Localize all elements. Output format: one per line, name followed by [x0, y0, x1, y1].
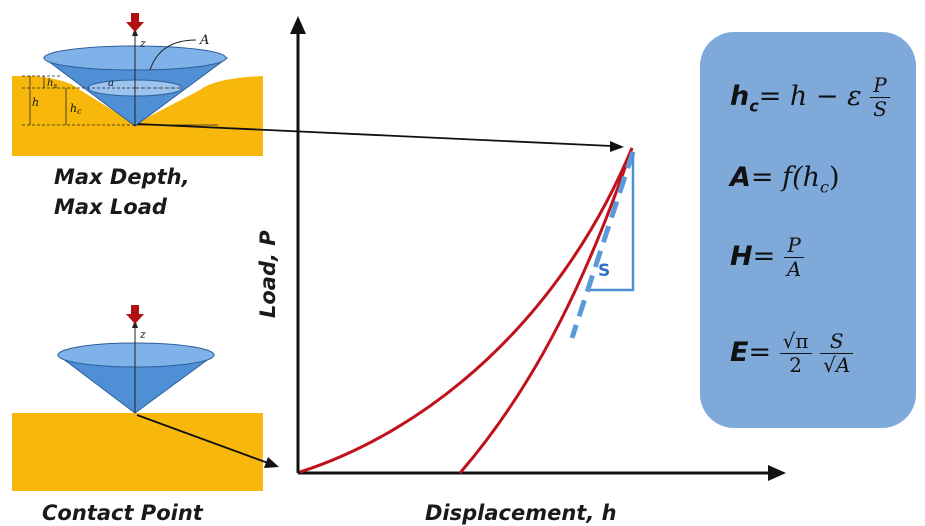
contact-pointer-head [264, 457, 279, 468]
hs-label: hs [47, 78, 57, 90]
load-arrow-bottom-shaft [131, 305, 139, 316]
sample-block-bottom [12, 413, 263, 491]
contact-point-label: Contact Point [42, 501, 204, 525]
stiffness-label: S [598, 261, 610, 281]
max-depth-label-line1: Max Depth, [54, 165, 190, 189]
unloading-curve [458, 147, 634, 474]
formula-modulus-lhs: E [730, 337, 749, 368]
indenter-bottom-ellipse [57, 342, 215, 368]
stiffness-triangle [590, 152, 635, 292]
hc-label: hc [70, 102, 82, 116]
max-depth-label-line2: Max Load [54, 195, 168, 219]
formula-panel [700, 32, 916, 428]
hc-label-main: h [70, 102, 77, 115]
formula-hc-lhs: h [730, 81, 750, 112]
y-axis-label: Load, P [256, 230, 280, 318]
load-displacement-curves: S [299, 147, 636, 474]
formula-area: A= f(hc) [730, 162, 840, 196]
contact-pointer [136, 414, 269, 464]
formula-hardness-den: A [786, 257, 802, 281]
formula-area-lhs: A [730, 162, 751, 193]
plot-axes [290, 16, 786, 481]
load-arrow-top-head [126, 22, 144, 32]
loading-curve [299, 147, 634, 474]
stiffness-tangent [569, 151, 636, 339]
formula-modulus-fraction2: S √A [820, 330, 854, 377]
formula-hardness-num: P [783, 234, 805, 258]
formula-modulus-num1: √π [779, 330, 812, 354]
z-label-top: z [139, 37, 146, 50]
hc-label-sub: c [77, 107, 82, 116]
z-label-bottom: z [139, 328, 146, 341]
formula-hc-rhs: = h − ε [758, 81, 862, 112]
formula-hc-lhs-sub: c [749, 96, 759, 116]
a-label: a [108, 78, 114, 89]
x-axis-arrowhead [768, 465, 786, 481]
formula-modulus-fraction1: √π 2 [779, 330, 812, 377]
h-label: h [32, 96, 39, 109]
formula-hc-den: S [873, 97, 887, 121]
max-depth-illustration: z A h hs hc a [12, 13, 263, 156]
area-pointer [149, 39, 197, 71]
contact-point-illustration: z [12, 305, 263, 491]
pointer-arrows [136, 123, 624, 468]
formula-modulus-den1: 2 [789, 353, 802, 377]
formula-hardness-lhs: H [730, 241, 753, 272]
area-label-top: A [199, 33, 209, 48]
load-arrow-bottom-head [126, 314, 144, 324]
formula-hc-num: P [870, 74, 890, 98]
formula-hardness-rhs: = [752, 241, 776, 272]
max-depth-pointer-head [610, 141, 624, 152]
y-axis-arrowhead [290, 16, 306, 34]
hs-label-main: h [47, 78, 53, 89]
formula-modulus: E= √π 2 S √A [730, 330, 854, 377]
max-depth-pointer [137, 123, 613, 147]
formula-modulus-den2: √A [823, 353, 851, 377]
formula-area-rhs-end: ) [829, 162, 840, 193]
load-arrow-top-shaft [131, 13, 139, 24]
formula-area-rhs-sub: c [820, 177, 829, 197]
formula-modulus-rhs: = [748, 337, 772, 368]
hs-label-sub: s [53, 82, 57, 90]
x-axis-label: Displacement, h [425, 501, 617, 525]
formula-area-rhs: = f(h [750, 162, 821, 193]
formula-modulus-num2: S [820, 330, 854, 354]
